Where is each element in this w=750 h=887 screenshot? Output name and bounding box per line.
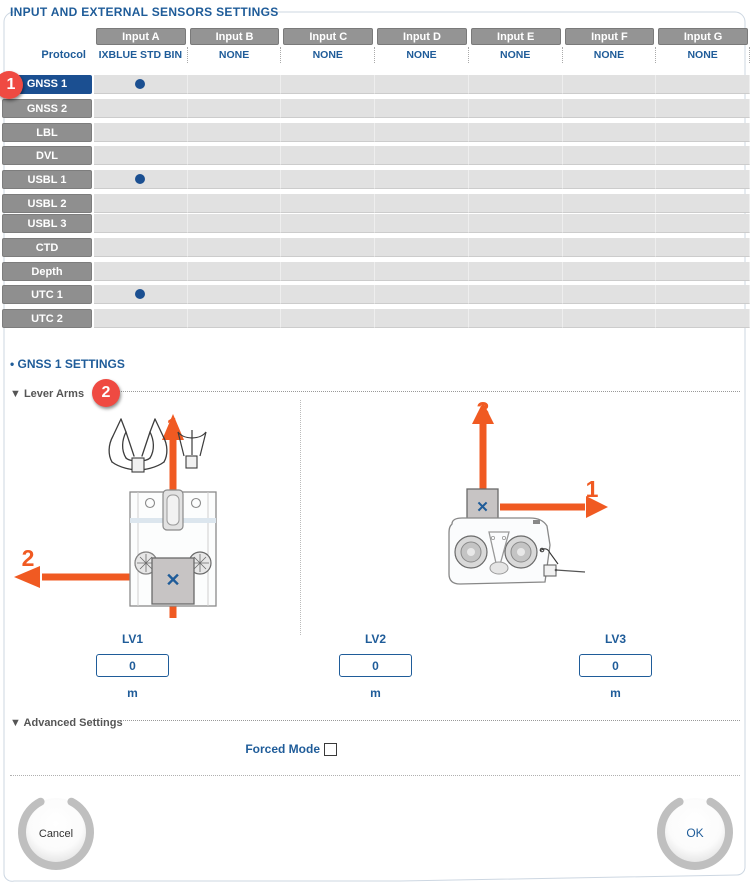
svg-text:Cancel: Cancel bbox=[38, 828, 72, 840]
svg-text:3: 3 bbox=[477, 400, 490, 423]
svg-text:OK: OK bbox=[686, 826, 703, 840]
svg-text:✕: ✕ bbox=[476, 499, 489, 516]
svg-text:1: 1 bbox=[586, 476, 599, 502]
